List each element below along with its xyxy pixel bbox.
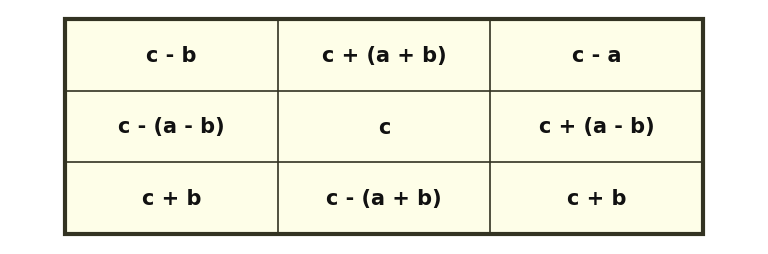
Text: c + (a + b): c + (a + b) — [322, 46, 446, 66]
Text: c - (a + b): c - (a + b) — [326, 188, 442, 208]
Bar — [65, 91, 278, 163]
Text: c + b: c + b — [567, 188, 626, 208]
Text: c - b: c - b — [146, 46, 197, 66]
Bar — [65, 163, 278, 234]
Bar — [65, 20, 703, 234]
Text: c - (a - b): c - (a - b) — [118, 117, 225, 137]
Text: c: c — [378, 117, 390, 137]
Bar — [278, 91, 490, 163]
Text: c + (a - b): c + (a - b) — [538, 117, 654, 137]
Bar — [65, 20, 278, 91]
Text: c + b: c + b — [142, 188, 201, 208]
Bar — [490, 91, 703, 163]
Bar — [490, 163, 703, 234]
Text: c - a: c - a — [571, 46, 621, 66]
Bar — [490, 20, 703, 91]
Bar — [278, 163, 490, 234]
Bar — [278, 20, 490, 91]
